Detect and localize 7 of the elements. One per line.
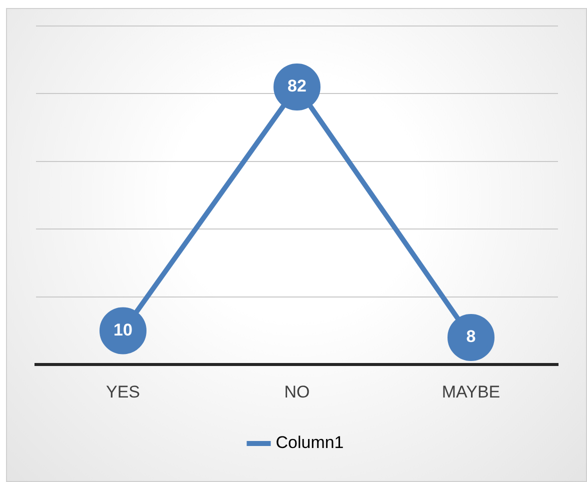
data-label: 8 [466, 327, 476, 346]
data-label: 82 [288, 76, 306, 96]
x-tick-label: YES [106, 382, 140, 402]
x-tick-label: NO [284, 382, 310, 402]
data-label: 10 [114, 320, 132, 340]
x-tick-label: MAYBE [442, 382, 500, 402]
legend-label: Column1 [276, 433, 344, 452]
